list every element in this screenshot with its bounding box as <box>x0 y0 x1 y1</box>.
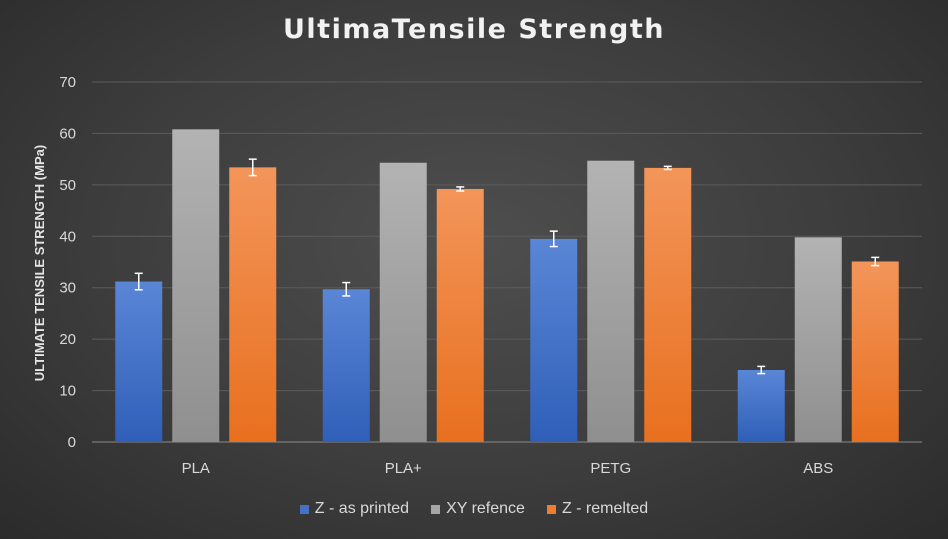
x-tick-label: PLA+ <box>385 460 422 477</box>
legend-item-series-1: XY refence <box>431 500 525 518</box>
legend-item-series-0: Z - as printed <box>299 500 410 518</box>
y-tick-label: 40 <box>59 228 76 245</box>
x-tick-label: ABS <box>803 460 833 477</box>
bar-pla-plus-series-1 <box>379 162 427 442</box>
bar-pla-series-1 <box>172 129 220 443</box>
bar-pla-plus-series-0 <box>322 289 370 442</box>
y-axis-title: ULTIMATE TENSILE STRENGTH (MPa) <box>32 145 47 381</box>
legend-swatch-series-1 <box>431 504 441 514</box>
x-tick-label: PLA <box>182 460 210 477</box>
chart-title: UltimaTensile Strength <box>282 14 665 45</box>
bar-pla-plus-series-2 <box>436 188 484 442</box>
bar-pla-series-0 <box>115 281 163 442</box>
bar-abs-series-1 <box>794 237 842 442</box>
legend-swatch-series-2 <box>546 504 556 514</box>
y-tick-label: 30 <box>59 280 76 297</box>
bar-pla-series-2 <box>229 167 277 442</box>
x-tick-label: PETG <box>590 460 631 477</box>
legend-item-series-2: Z - remelted <box>546 500 649 518</box>
y-tick-label: 50 <box>59 177 76 194</box>
y-tick-label: 0 <box>68 434 76 451</box>
bar-petg-series-2 <box>644 167 692 442</box>
legend-label-series-2: Z - remelted <box>561 500 649 517</box>
bar-abs-series-0 <box>737 370 785 442</box>
bar-petg-series-1 <box>587 160 635 442</box>
bar-petg-series-0 <box>530 238 578 442</box>
legend-label-series-0: Z - as printed <box>314 500 410 517</box>
y-tick-label: 10 <box>59 383 76 400</box>
legend-label-series-1: XY refence <box>446 500 525 517</box>
y-tick-label: 70 <box>59 74 76 91</box>
bar-abs-series-2 <box>851 261 899 442</box>
y-tick-label: 20 <box>59 331 76 348</box>
legend-swatch-series-0 <box>299 504 309 514</box>
y-tick-label: 60 <box>59 125 76 142</box>
legend: Z - as printed XY refence Z - remelted <box>0 500 948 518</box>
